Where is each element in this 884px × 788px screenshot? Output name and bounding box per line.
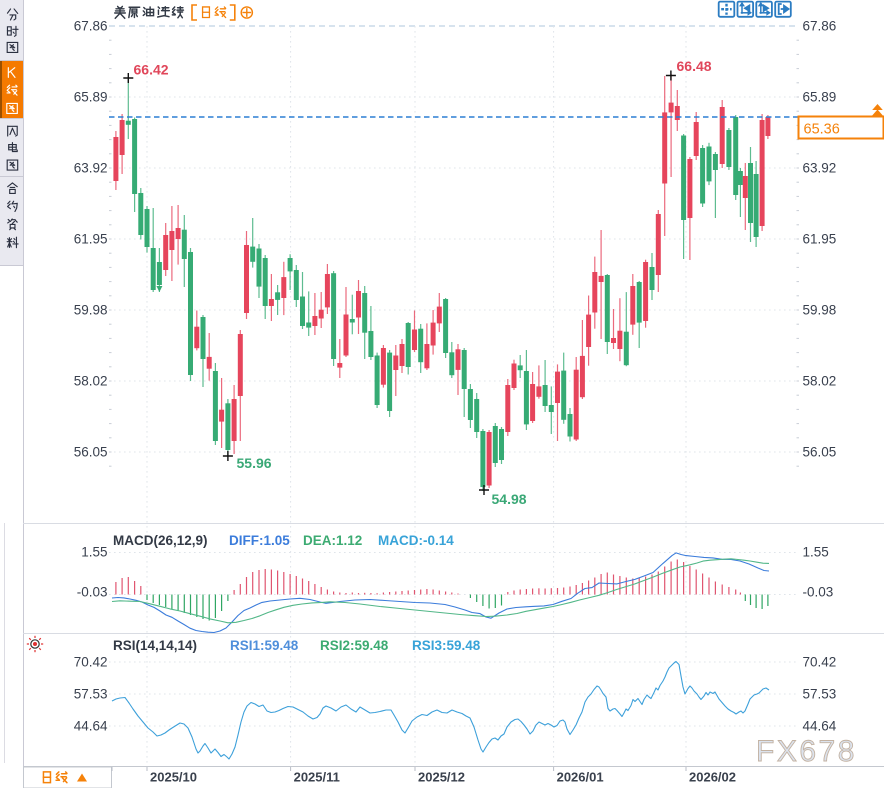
svg-text:67.86: 67.86 [74,19,108,34]
svg-text:61.95: 61.95 [74,232,108,247]
svg-text:67.86: 67.86 [803,19,837,34]
svg-text:57.53: 57.53 [803,687,837,702]
svg-text:70.42: 70.42 [803,655,837,670]
svg-text:56.05: 56.05 [74,445,108,460]
svg-text:56.05: 56.05 [803,445,837,460]
svg-text:66.48: 66.48 [677,58,712,74]
svg-text:55.96: 55.96 [237,455,272,471]
svg-text:58.02: 58.02 [803,374,837,389]
svg-text:MACD(26,12,9): MACD(26,12,9) [113,533,208,548]
svg-text:59.98: 59.98 [74,303,108,318]
svg-text:65.36: 65.36 [804,122,840,138]
svg-text:63.92: 63.92 [74,161,108,176]
svg-text:65.89: 65.89 [803,90,837,105]
svg-text:57.53: 57.53 [74,687,108,702]
svg-text:MACD:-0.14: MACD:-0.14 [378,533,454,548]
svg-text:44.64: 44.64 [803,719,837,734]
svg-text:63.92: 63.92 [803,161,837,176]
svg-text:1.55: 1.55 [803,545,829,560]
svg-text:44.64: 44.64 [74,719,108,734]
svg-text:RSI3:59.48: RSI3:59.48 [412,638,481,653]
svg-text:59.98: 59.98 [803,303,837,318]
svg-text:RSI1:59.48: RSI1:59.48 [230,638,299,653]
svg-text:FX678: FX678 [756,735,857,768]
svg-text:DIFF:1.05: DIFF:1.05 [229,533,290,548]
svg-text:65.89: 65.89 [74,90,108,105]
svg-text:61.95: 61.95 [803,232,837,247]
svg-text:58.02: 58.02 [74,374,108,389]
svg-text:DEA:1.12: DEA:1.12 [303,533,362,548]
svg-text:2026/02: 2026/02 [689,770,736,785]
svg-text:2025/12: 2025/12 [418,770,465,785]
svg-text:RSI(14,14,14): RSI(14,14,14) [113,638,197,653]
svg-text:1.55: 1.55 [81,545,107,560]
svg-text:2025/10: 2025/10 [150,770,197,785]
svg-text:54.98: 54.98 [492,491,527,507]
svg-text:RSI2:59.48: RSI2:59.48 [320,638,389,653]
svg-text:66.42: 66.42 [134,62,169,78]
svg-text:-0.03: -0.03 [77,585,108,600]
svg-text:70.42: 70.42 [74,655,108,670]
svg-text:2025/11: 2025/11 [294,770,340,785]
svg-text:-0.03: -0.03 [803,585,834,600]
svg-text:2026/01: 2026/01 [557,770,604,785]
